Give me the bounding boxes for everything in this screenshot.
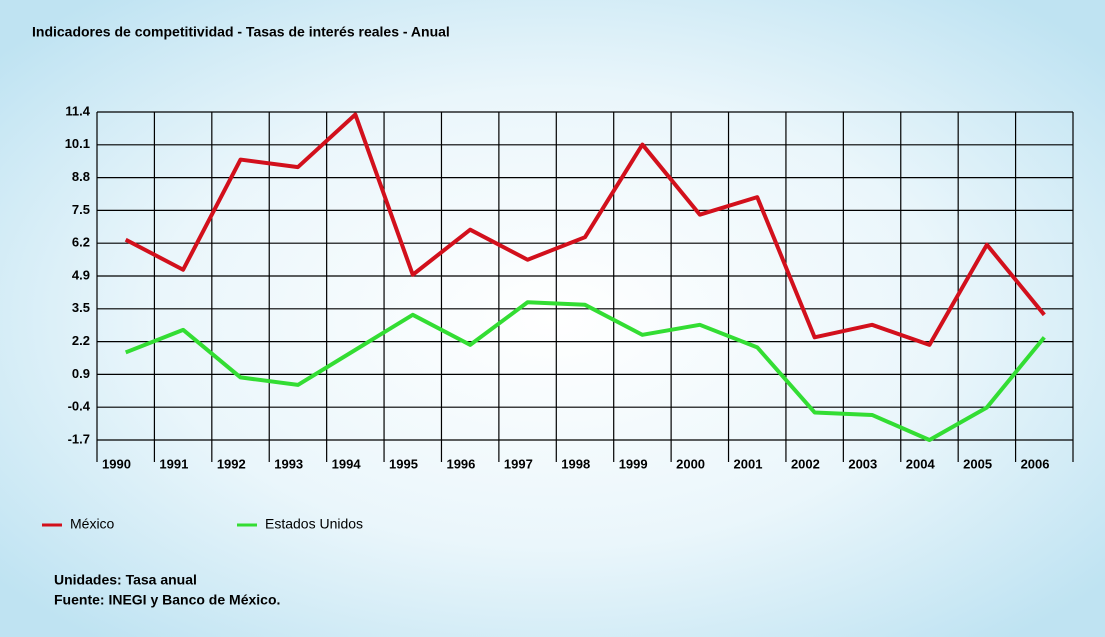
x-tick-label: 2006: [1021, 456, 1050, 471]
x-tick-label: 1990: [102, 456, 131, 471]
x-tick-label: 2000: [676, 456, 705, 471]
legend-label: México: [70, 516, 115, 532]
x-tick-label: 1993: [274, 456, 303, 471]
x-tick-label: 1994: [332, 456, 362, 471]
x-tick-label: 1999: [619, 456, 648, 471]
x-tick-label: 1995: [389, 456, 418, 471]
y-tick-label: 6.2: [72, 235, 90, 250]
chart-title: Indicadores de competitividad - Tasas de…: [32, 24, 450, 40]
x-tick-label: 2001: [734, 456, 763, 471]
x-tick-label: 1991: [159, 456, 188, 471]
x-tick-label: 2004: [906, 456, 936, 471]
x-tick-label: 2002: [791, 456, 820, 471]
legend-label: Estados Unidos: [265, 516, 363, 532]
x-tick-label: 1998: [561, 456, 590, 471]
y-tick-label: 0.9: [72, 366, 90, 381]
background: [0, 0, 1105, 637]
chart: Indicadores de competitividad - Tasas de…: [0, 0, 1105, 637]
y-tick-label: 8.8: [72, 169, 90, 184]
x-tick-label: 2005: [963, 456, 992, 471]
x-tick-label: 1997: [504, 456, 533, 471]
y-tick-label: 7.5: [72, 202, 90, 217]
y-tick-label: 3.5: [72, 300, 90, 315]
y-tick-label: 4.9: [72, 267, 90, 282]
y-tick-label: -0.4: [68, 399, 91, 414]
x-tick-label: 1996: [446, 456, 475, 471]
y-tick-label: 11.4: [65, 103, 90, 118]
x-tick-label: 1992: [217, 456, 246, 471]
x-tick-label: 2003: [848, 456, 877, 471]
note: Fuente: INEGI y Banco de México.: [54, 592, 280, 608]
y-tick-label: 2.2: [72, 333, 90, 348]
y-tick-label: 10.1: [65, 136, 90, 151]
note: Unidades: Tasa anual: [54, 572, 197, 588]
y-tick-label: -1.7: [68, 431, 90, 446]
